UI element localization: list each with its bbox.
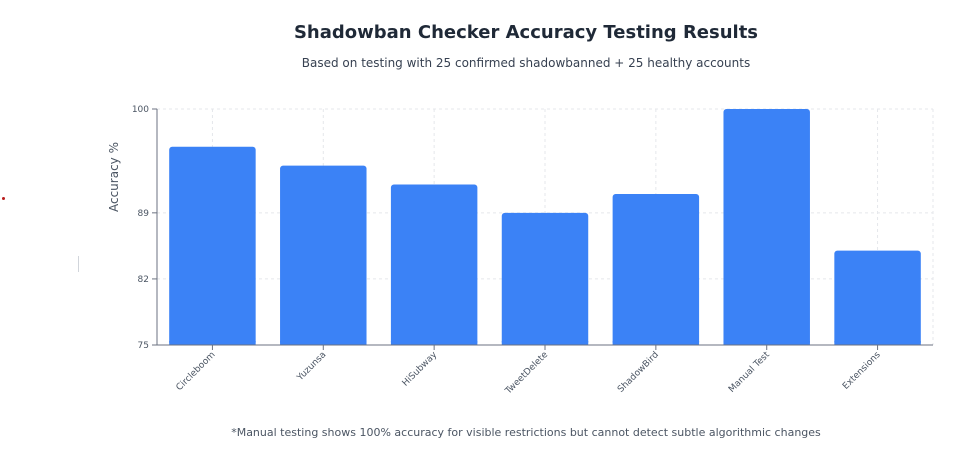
bar-circleboom[interactable]: [169, 146, 256, 345]
grid-lines: [152, 108, 934, 350]
bar-manual-test[interactable]: [723, 109, 810, 345]
bar-base: [834, 341, 921, 345]
x-tick-label: Extensions: [841, 350, 883, 392]
bar-extensions[interactable]: [834, 250, 921, 345]
bar-base: [169, 341, 256, 345]
bar-base: [723, 341, 810, 345]
bars: [169, 109, 921, 345]
x-tick-label: Yuzunsa: [295, 350, 329, 384]
chart-title: Shadowban Checker Accuracy Testing Resul…: [293, 22, 759, 43]
decorative-divider: [78, 256, 79, 272]
chart-subtitle: Based on testing with 25 confirmed shado…: [301, 56, 751, 70]
x-tick-label: TweetDelete: [503, 350, 550, 397]
x-tick-label: HiSubway: [401, 350, 440, 389]
x-tick-label: Circleboom: [175, 350, 218, 393]
bar-base: [612, 341, 700, 345]
bar-yuzunsa[interactable]: [280, 165, 367, 345]
footnote: *Manual testing shows 100% accuracy for …: [231, 426, 821, 439]
x-tick-labels: Circleboom Yuzunsa HiSubway TweetDelete Shad…: [175, 350, 883, 398]
bar-tweetdelete[interactable]: [501, 212, 589, 345]
x-tick-label: ShadowBird: [616, 350, 661, 395]
bar-shadowbird[interactable]: [612, 193, 700, 345]
decorative-dot: [2, 197, 5, 200]
y-tick-label: 75: [138, 341, 149, 351]
bar-hisubway[interactable]: [390, 184, 478, 345]
y-tick-label: 82: [138, 275, 149, 285]
y-axis-title: Accuracy %: [107, 142, 121, 212]
bar-base: [390, 341, 478, 345]
x-tick-label: Manual Test: [727, 350, 772, 395]
bar-base: [280, 341, 367, 345]
y-tick-labels: 75 82 89 100: [132, 105, 149, 351]
y-tick-label: 89: [138, 209, 150, 219]
y-tick-label: 100: [132, 105, 149, 115]
axes: [156, 109, 933, 346]
bar-base: [501, 341, 589, 345]
